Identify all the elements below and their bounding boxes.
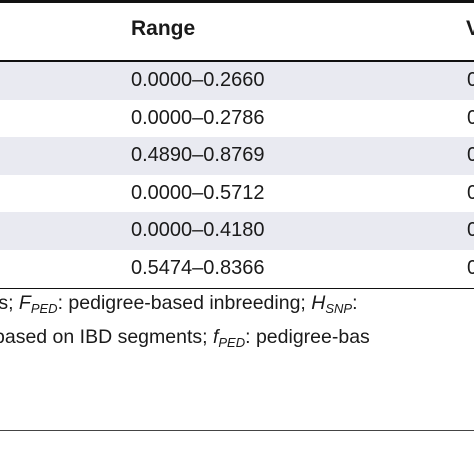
cell-next-partial: 0 (467, 256, 474, 279)
footnote-subscript: PED (30, 301, 58, 316)
footnote-symbol: f (212, 326, 219, 348)
header-next-partial: V (466, 17, 474, 40)
footnote-line-2: based on IBD segments; fPED: pedigree-ba… (0, 326, 370, 350)
cell-range: 0.5474–0.8366 (131, 256, 265, 279)
footnote-subscript: SNP (325, 301, 353, 316)
cell-range: 0.0000–0.4180 (131, 219, 265, 242)
footnote-text: based on IBD segments; (0, 326, 213, 348)
table-top-rule (0, 0, 474, 3)
cell-next-partial: 0 (467, 69, 474, 91)
cell-range: 0.0000–0.5712 (131, 181, 265, 204)
footnote-line-1: ls; FPED: pedigree-based inbreeding; HSN… (0, 292, 358, 316)
table-row: 0.0000–0.5712 0 (0, 175, 474, 213)
header-range: Range (131, 17, 196, 40)
footnote-text: : (352, 292, 358, 314)
table-row: 0.0000–0.4180 0 (0, 212, 474, 250)
table-body: 0.0000–0.2660 0 0.0000–0.2786 0 0.4890–0… (0, 62, 474, 288)
footnote-subscript: PED (218, 335, 246, 350)
table-header: Range V (0, 3, 474, 60)
table-row: 0.0000–0.2660 0 (0, 62, 474, 100)
cell-next-partial: 0 (467, 106, 474, 129)
footnote-text: : pedigree-based inbreeding; (57, 292, 312, 314)
footnote-symbol: F (18, 292, 31, 314)
table-bottom-rule (0, 288, 474, 289)
footnote-text: ls; (0, 292, 14, 314)
table-row: 0.5474–0.8366 0 (0, 250, 474, 288)
cell-range: 0.0000–0.2660 (131, 69, 265, 91)
cell-next-partial: 0 (467, 219, 474, 242)
cell-next-partial: 0 (467, 181, 474, 204)
cell-range: 0.4890–0.8769 (131, 144, 265, 167)
cell-next-partial: 0 (467, 144, 474, 167)
table-row: 0.4890–0.8769 0 (0, 137, 474, 175)
footnote-end-rule (0, 430, 474, 431)
cell-range: 0.0000–0.2786 (131, 106, 265, 129)
table-row: 0.0000–0.2786 0 (0, 100, 474, 138)
header-rule (0, 60, 474, 62)
footnote-symbol: H (311, 292, 326, 314)
footnote-text: : pedigree-bas (245, 326, 370, 348)
